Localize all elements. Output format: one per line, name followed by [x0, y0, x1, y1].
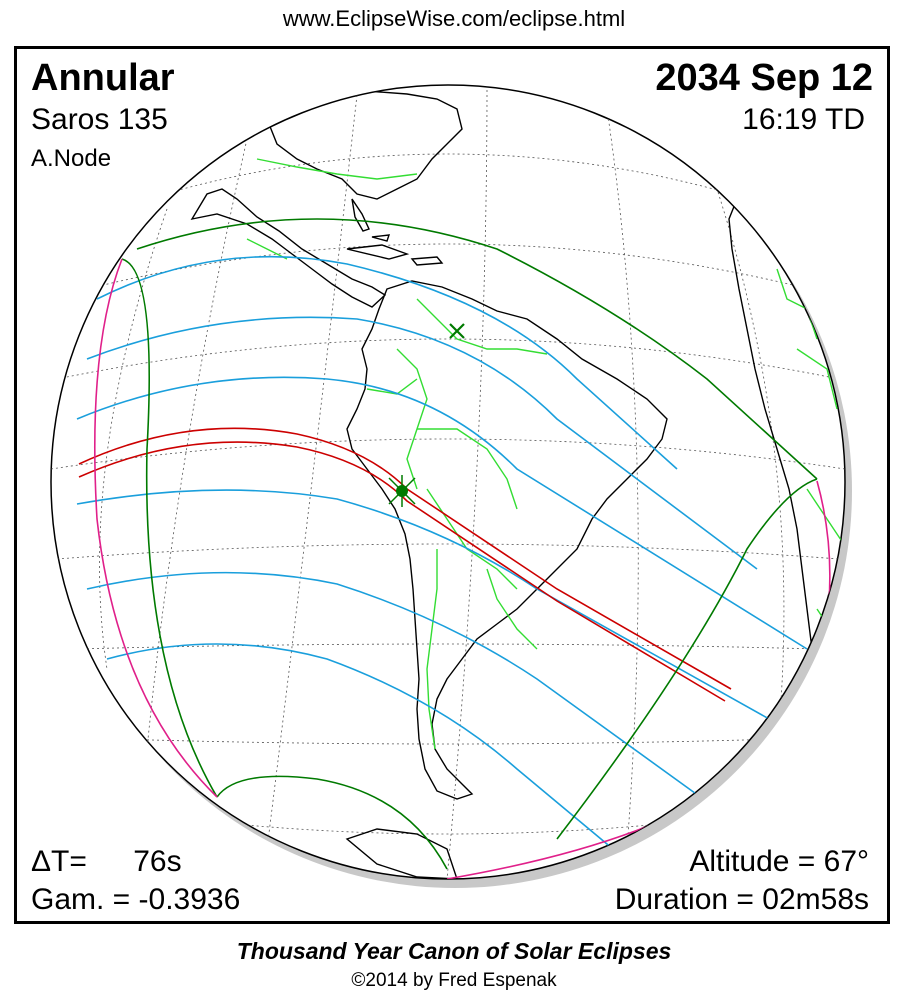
eclipse-date: 2034 Sep 12 — [655, 57, 873, 99]
greatest-eclipse-marker — [388, 475, 416, 507]
eclipse-type: Annular — [31, 57, 175, 99]
magnitude-lines — [76, 255, 808, 870]
canon-title: Thousand Year Canon of Solar Eclipses — [236, 938, 672, 964]
gamma-value: Gam. = -0.3936 — [31, 883, 241, 916]
penumbral-limits — [121, 218, 818, 870]
eclipse-time: 16:19 TD — [742, 103, 865, 136]
graticule — [51, 85, 845, 879]
map-frame: Annular Saros 135 A.Node 2034 Sep 12 16:… — [14, 46, 890, 924]
saros-number: Saros 135 — [31, 103, 168, 136]
copyright: ©2014 by Fred Espenak — [351, 970, 557, 991]
delta-t-label: ΔT= — [31, 845, 87, 878]
globe — [50, 84, 846, 880]
central-path — [78, 427, 732, 702]
node-label: A.Node — [31, 145, 112, 172]
delta-t-value: 76s — [133, 845, 182, 878]
source-url: www.EclipseWise.com/eclipse.html — [282, 6, 626, 31]
subsolar-point-marker — [449, 323, 465, 339]
central-duration: Duration = 02m58s — [614, 883, 869, 916]
eclipse-map — [50, 84, 852, 888]
sun-altitude: Altitude = 67° — [689, 845, 869, 878]
central-america-coast — [190, 188, 387, 308]
delta-t: ΔT= 76s — [31, 845, 182, 879]
